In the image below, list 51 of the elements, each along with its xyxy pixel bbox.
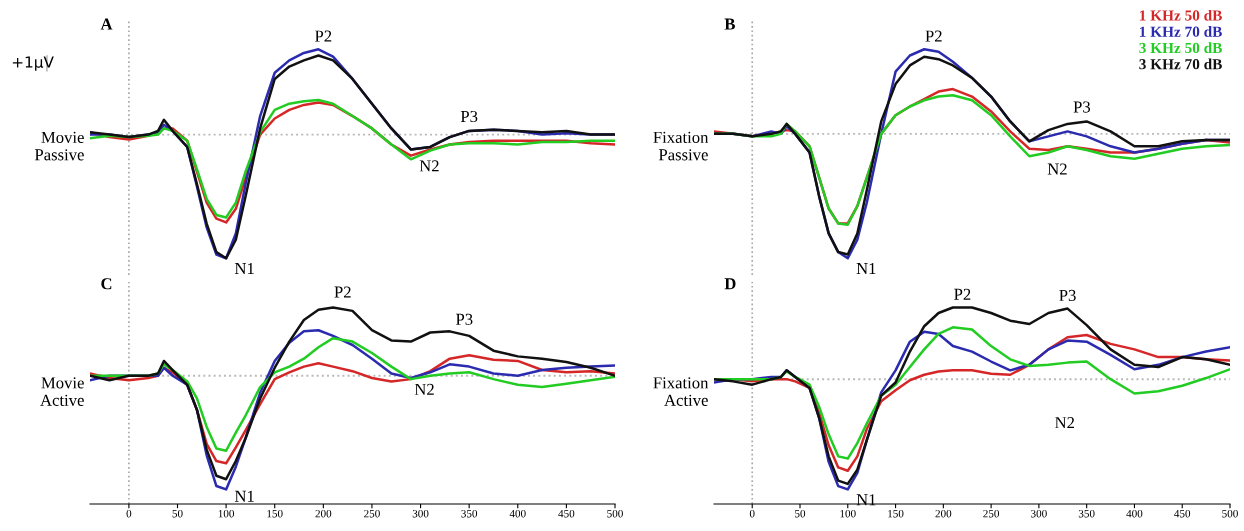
x-tick-label: 200	[315, 509, 332, 518]
annotation: N1	[234, 263, 254, 275]
annotation: P2	[954, 288, 971, 300]
text: 1 KHz 50 dB	[1139, 9, 1222, 21]
annotation: N1	[856, 263, 876, 275]
annotation: P3	[1073, 101, 1091, 113]
x-tick-label: 500	[1222, 509, 1238, 518]
y-axis-title: Fixation Active	[653, 377, 709, 406]
text: +1µV	[12, 56, 54, 71]
x-tick-label: 200	[935, 509, 952, 518]
annotation: N1	[234, 490, 254, 502]
chart-title: B	[724, 18, 735, 30]
chart-title: C	[101, 278, 112, 290]
annotation: N2	[419, 160, 439, 172]
annotation: N1	[856, 494, 876, 506]
x-tick-label: 450	[1174, 509, 1191, 518]
x-tick-label: 50	[795, 509, 806, 518]
x-tick-label: 0	[126, 509, 132, 518]
annotation: P2	[925, 30, 942, 42]
annotation: P2	[315, 30, 332, 42]
text: 3 KHz 50 dB	[1139, 42, 1222, 54]
x-tick-label: 400	[1126, 509, 1143, 518]
text: 3 KHz 70 dB	[1139, 58, 1222, 70]
x-tick-label: 250	[983, 509, 1000, 518]
annotation: N2	[1055, 417, 1075, 429]
annotation: P3	[1059, 289, 1076, 302]
x-tick-label: 500	[607, 509, 623, 518]
text: 1 KHz 70 dB	[1139, 26, 1222, 37]
chart-title: A	[100, 18, 113, 30]
x-tick-label: 250	[364, 509, 380, 518]
x-tick-label: 100	[218, 509, 235, 518]
x-tick-label: 300	[412, 509, 429, 518]
x-tick-label: 50	[172, 509, 183, 518]
x-tick-label: 100	[840, 509, 856, 518]
annotation: N2	[1047, 163, 1067, 175]
x-tick-label: 350	[461, 509, 478, 518]
chart-title: D	[724, 278, 736, 290]
x-tick-label: 0	[749, 509, 755, 518]
annotation: P2	[334, 286, 351, 298]
x-tick-label: 150	[267, 509, 283, 518]
x-tick-label: 450	[558, 509, 575, 518]
annotation: P3	[460, 110, 478, 123]
x-tick-label: 150	[888, 509, 904, 518]
y-axis-title: Movie Passive	[34, 131, 84, 161]
x-tick-label: 350	[1078, 509, 1095, 518]
x-tick-label: 400	[509, 509, 526, 518]
y-axis-title: Fixation Passive	[653, 131, 709, 161]
x-tick-label: 300	[1031, 509, 1047, 518]
annotation: N2	[414, 383, 434, 395]
y-axis-title: Movie Active	[40, 377, 84, 406]
annotation: P3	[455, 313, 473, 325]
